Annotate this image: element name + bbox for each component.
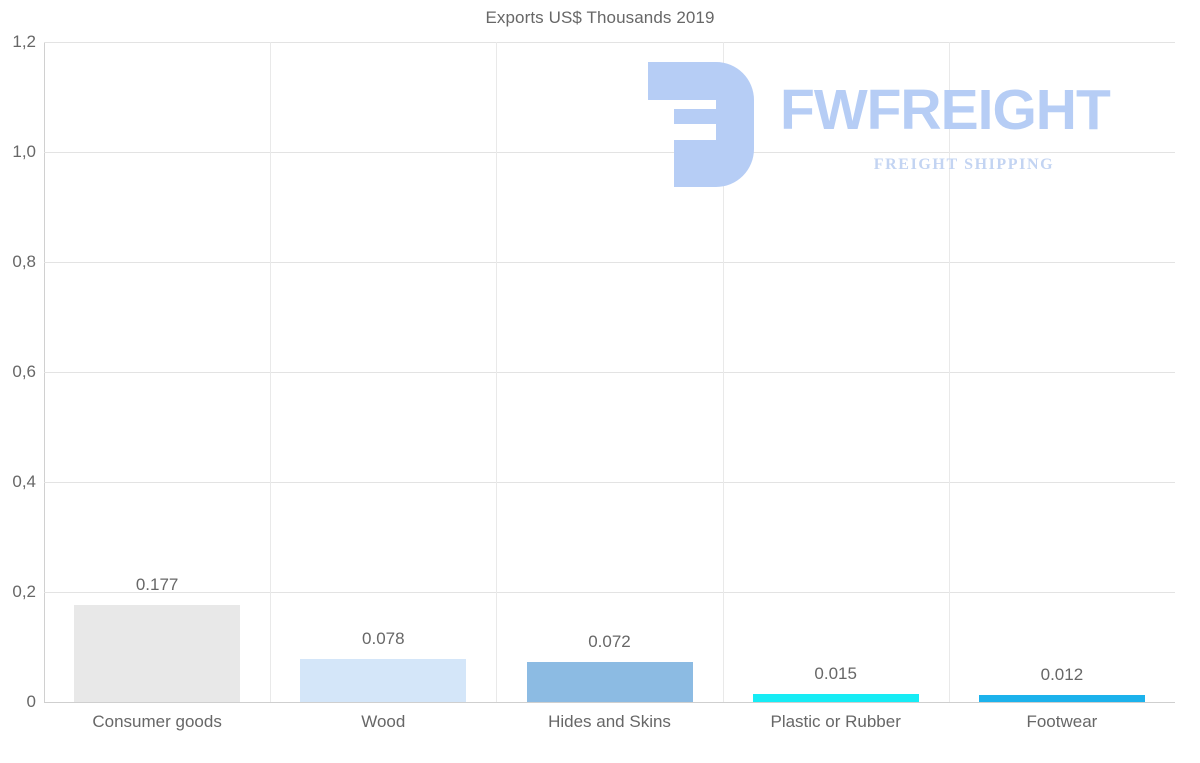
x-tick-label: Footwear: [1026, 712, 1098, 731]
gridline: [44, 262, 1175, 263]
gridline: [44, 42, 1175, 43]
category-separator: [496, 42, 497, 702]
gridline: [44, 482, 1175, 483]
bar[interactable]: [300, 659, 466, 702]
y-tick-label: 1,0: [12, 142, 36, 161]
bar[interactable]: [979, 695, 1145, 702]
plot-area: [44, 42, 1175, 703]
y-tick-label: 0,8: [12, 252, 36, 271]
x-tick-label: Consumer goods: [92, 712, 222, 731]
bar-value-label: 0.078: [362, 629, 405, 649]
bar[interactable]: [74, 604, 240, 702]
category-separator: [270, 42, 271, 702]
category-separator: [723, 42, 724, 702]
y-tick-label: 0,6: [12, 362, 36, 381]
y-tick-label: 1,2: [12, 32, 36, 51]
bar-value-label: 0.015: [814, 663, 857, 683]
x-tick-label: Hides and Skins: [548, 712, 671, 731]
bar-value-label: 0.012: [1040, 665, 1084, 685]
gridline: [44, 152, 1175, 153]
y-tick-label: 0,4: [12, 472, 36, 491]
bar-value-label: 0.072: [588, 632, 631, 652]
bar[interactable]: [527, 662, 693, 702]
bar-value-label: 0.177: [135, 574, 179, 594]
gridline: [44, 592, 1175, 593]
gridline: [44, 702, 1175, 703]
y-tick-label: 0,2: [12, 582, 36, 601]
x-tick-label: Plastic or Rubber: [770, 712, 901, 731]
category-separator: [949, 42, 950, 702]
chart-title: Exports US$ Thousands 2019: [485, 8, 715, 27]
bar[interactable]: [753, 693, 919, 702]
x-tick-label: Wood: [361, 712, 406, 731]
gridline: [44, 372, 1175, 373]
y-tick-label: 0: [26, 692, 36, 711]
